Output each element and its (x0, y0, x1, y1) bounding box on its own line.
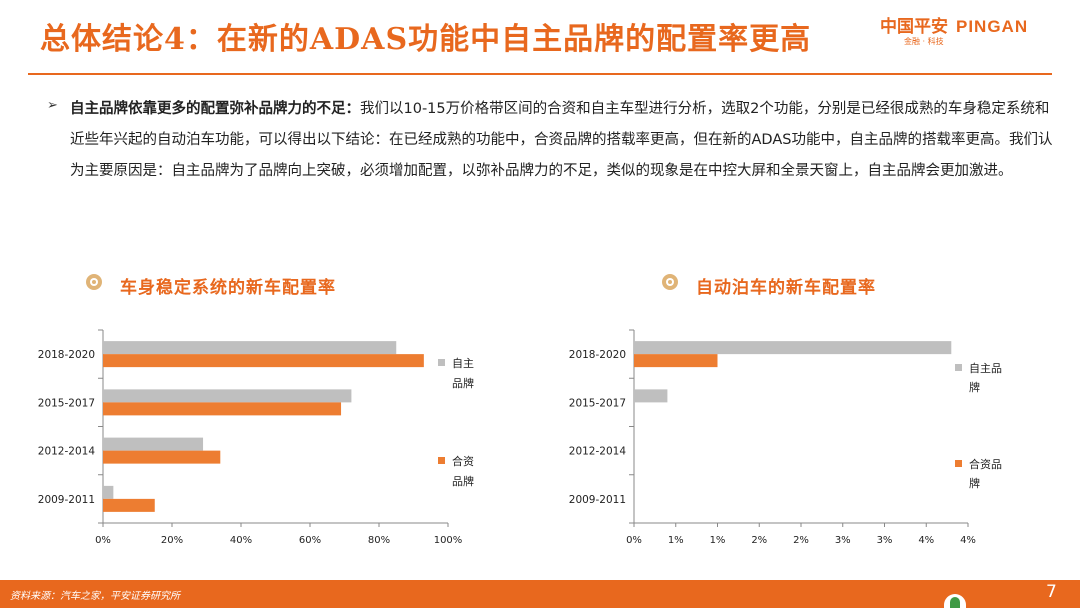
x-tick-label: 20% (161, 535, 183, 546)
logo-sub: 金融 · 科技 (904, 37, 944, 46)
x-tick-label: 40% (230, 535, 252, 546)
legend-swatch (955, 364, 962, 371)
corner-logo-icon (944, 594, 966, 608)
bar-domestic (103, 389, 352, 403)
bar-joint-venture (103, 354, 424, 368)
x-tick-label: 80% (368, 535, 390, 546)
body-paragraph: 自主品牌依靠更多的配置弥补品牌力的不足：我们以10-15万价格带区间的合资和自主… (70, 94, 1060, 187)
x-tick-label: 1% (710, 535, 726, 546)
pingan-logo: 中国平安 PINGAN 金融 · 科技 (880, 12, 1070, 56)
page-number: 7 (1046, 582, 1057, 602)
legend-label: 合资品 (969, 457, 1002, 471)
x-tick-label: 100% (434, 535, 463, 546)
x-tick-label: 4% (960, 535, 976, 546)
legend-swatch (955, 460, 962, 467)
x-tick-label: 2% (793, 535, 809, 546)
legend-label: 牌 (969, 380, 980, 394)
legend-label: 品牌 (452, 376, 474, 390)
paragraph-lead: 自主品牌依靠更多的配置弥补品牌力的不足： (70, 101, 360, 117)
category-label: 2018-2020 (569, 349, 626, 361)
legend-swatch (438, 457, 445, 464)
title-divider (28, 73, 1052, 75)
legend-label: 自主 (452, 357, 474, 370)
category-label: 2012-2014 (38, 446, 96, 458)
footer-bar (0, 580, 1080, 608)
category-label: 2018-2020 (38, 349, 95, 361)
bar-domestic (103, 341, 397, 355)
bar-joint-venture (103, 450, 221, 464)
legend-label: 品牌 (452, 474, 474, 488)
legend-label: 自主品 (969, 362, 1002, 375)
bar-domestic (103, 485, 114, 499)
logo-en: PINGAN (956, 17, 1029, 36)
legend-swatch (438, 359, 445, 366)
logo-wordmark: 中国平安 PINGAN (880, 12, 1028, 37)
x-tick-label: 0% (95, 535, 111, 546)
category-label: 2009-2011 (569, 494, 626, 506)
target-icon (86, 274, 102, 290)
chart-auto-parking: 2018-2020 2015-2017 2012-2014 2009-2011 0% 1%… (569, 329, 1002, 546)
x-tick-label: 4% (918, 535, 934, 546)
bar-domestic (634, 389, 668, 403)
x-tick-label: 3% (835, 535, 851, 546)
bar-domestic (634, 341, 952, 355)
paragraph-text: 我们以10-15万价格带区间的合资和自主车型进行分析，选取2个功能，分别是已经很… (70, 101, 1053, 179)
chart2-title: 自动泊车的新车配置率 (696, 278, 876, 298)
category-label: 2009-2011 (38, 494, 95, 506)
x-tick-label: 0% (626, 535, 642, 546)
target-icon (662, 274, 678, 290)
source-note: 资料来源：汽车之家，平安证券研究所 (10, 591, 180, 602)
logo-cn: 中国平安 (880, 17, 948, 36)
x-tick-label: 1% (668, 535, 684, 546)
bar-joint-venture (103, 402, 342, 416)
bar-domestic (103, 437, 204, 451)
legend-label: 牌 (969, 476, 980, 490)
page-title: 总体结论4：在新的ADAS功能中自主品牌的配置率更高 (40, 22, 812, 57)
chart-stability-control: 2018-2020 2015-2017 2012-2014 2009-2011 0% 20… (38, 329, 474, 546)
bullet-arrow-icon: ➢ (47, 98, 58, 113)
chart1-title: 车身稳定系统的新车配置率 (120, 278, 336, 298)
bar-joint-venture (634, 354, 718, 368)
category-label: 2015-2017 (569, 397, 626, 409)
bar-joint-venture (103, 498, 155, 512)
x-tick-label: 3% (877, 535, 893, 546)
legend-label: 合资 (452, 454, 474, 468)
x-tick-label: 2% (751, 535, 767, 546)
category-label: 2015-2017 (38, 397, 95, 409)
x-tick-label: 60% (299, 535, 321, 546)
category-label: 2012-2014 (569, 446, 627, 458)
